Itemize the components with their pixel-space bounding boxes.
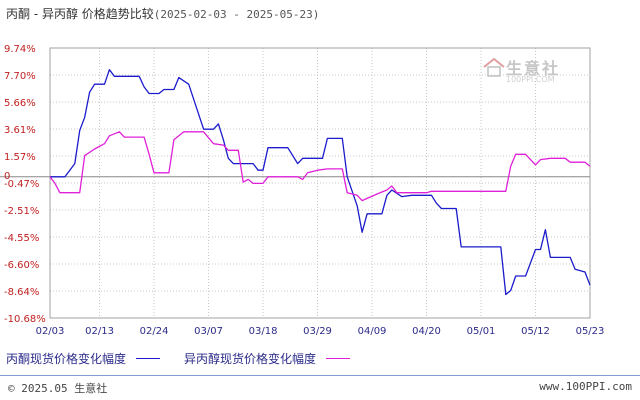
watermark-logo: 生意社 100PPI.COM [482,55,561,84]
x-tick-label: 05/12 [521,326,550,337]
x-tick-label: 03/07 [194,326,223,337]
y-tick-label: 3.61% [4,125,36,136]
x-tick-label: 02/03 [36,326,65,337]
y-tick-label: -2.51% [4,206,39,217]
x-tick-label: 05/23 [576,326,605,337]
zero-label: 0 [4,171,10,182]
legend-swatch-series1 [136,358,161,359]
y-tick-label: -8.64% [4,287,39,298]
series-line-1 [50,69,591,296]
y-tick-label: -6.60% [4,260,39,271]
x-tick-label: 03/18 [249,326,278,337]
x-tick-label: 02/13 [85,326,114,337]
y-tick-label: -4.55% [4,233,39,244]
footer-copyright: © 2025.05 生意社 [8,382,108,395]
watermark-text: 生意社 [506,59,561,78]
x-tick-label: 04/09 [358,326,387,337]
y-tick-label: 1.57% [4,152,36,163]
plot-border [49,47,591,319]
y-tick-label: 9.74% [4,44,36,55]
x-tick-label: 03/29 [303,326,332,337]
legend-label-series2: 异丙醇现货价格变化幅度 [184,352,317,366]
y-tick-label: 7.70% [4,71,36,82]
watermark-sub: 100PPI.COM [506,75,555,84]
y-tick-label: -0.47% [4,179,39,190]
chart-legend: 丙酮现货价格变化幅度 异丙醇现货价格变化幅度 [6,350,374,367]
series-line-2 [49,131,591,202]
series-layer [49,69,591,296]
footer-divider [0,375,640,376]
house-logo-icon [483,57,505,77]
footer-site-link[interactable]: www.100PPI.com [539,380,632,393]
chart-date-range: (2025-02-03 - 2025-05-23) [153,8,320,21]
axis-layer [0,47,591,319]
legend-swatch-series2 [326,358,351,359]
y-tick-label: 5.66% [4,98,36,109]
y-tick-label: -10.68% [4,314,46,325]
footer: © 2025.05 生意社 www.100PPI.com [0,380,640,398]
grid-layer [49,47,591,319]
x-tick-label: 02/24 [140,326,169,337]
chart-title: 丙酮 - 异丙醇 价格趋势比较(2025-02-03 - 2025-05-23) [6,5,319,22]
legend-label-series1: 丙酮现货价格变化幅度 [6,352,127,366]
x-tick-label: 04/20 [412,326,441,337]
x-tick-label: 05/01 [467,326,496,337]
chart-title-text: 丙酮 - 异丙醇 价格趋势比较 [6,7,154,21]
label-layer: 9.74% 7.70% 5.66% 3.61% 1.57% -0.47% -2.51% -4.… [4,44,604,337]
